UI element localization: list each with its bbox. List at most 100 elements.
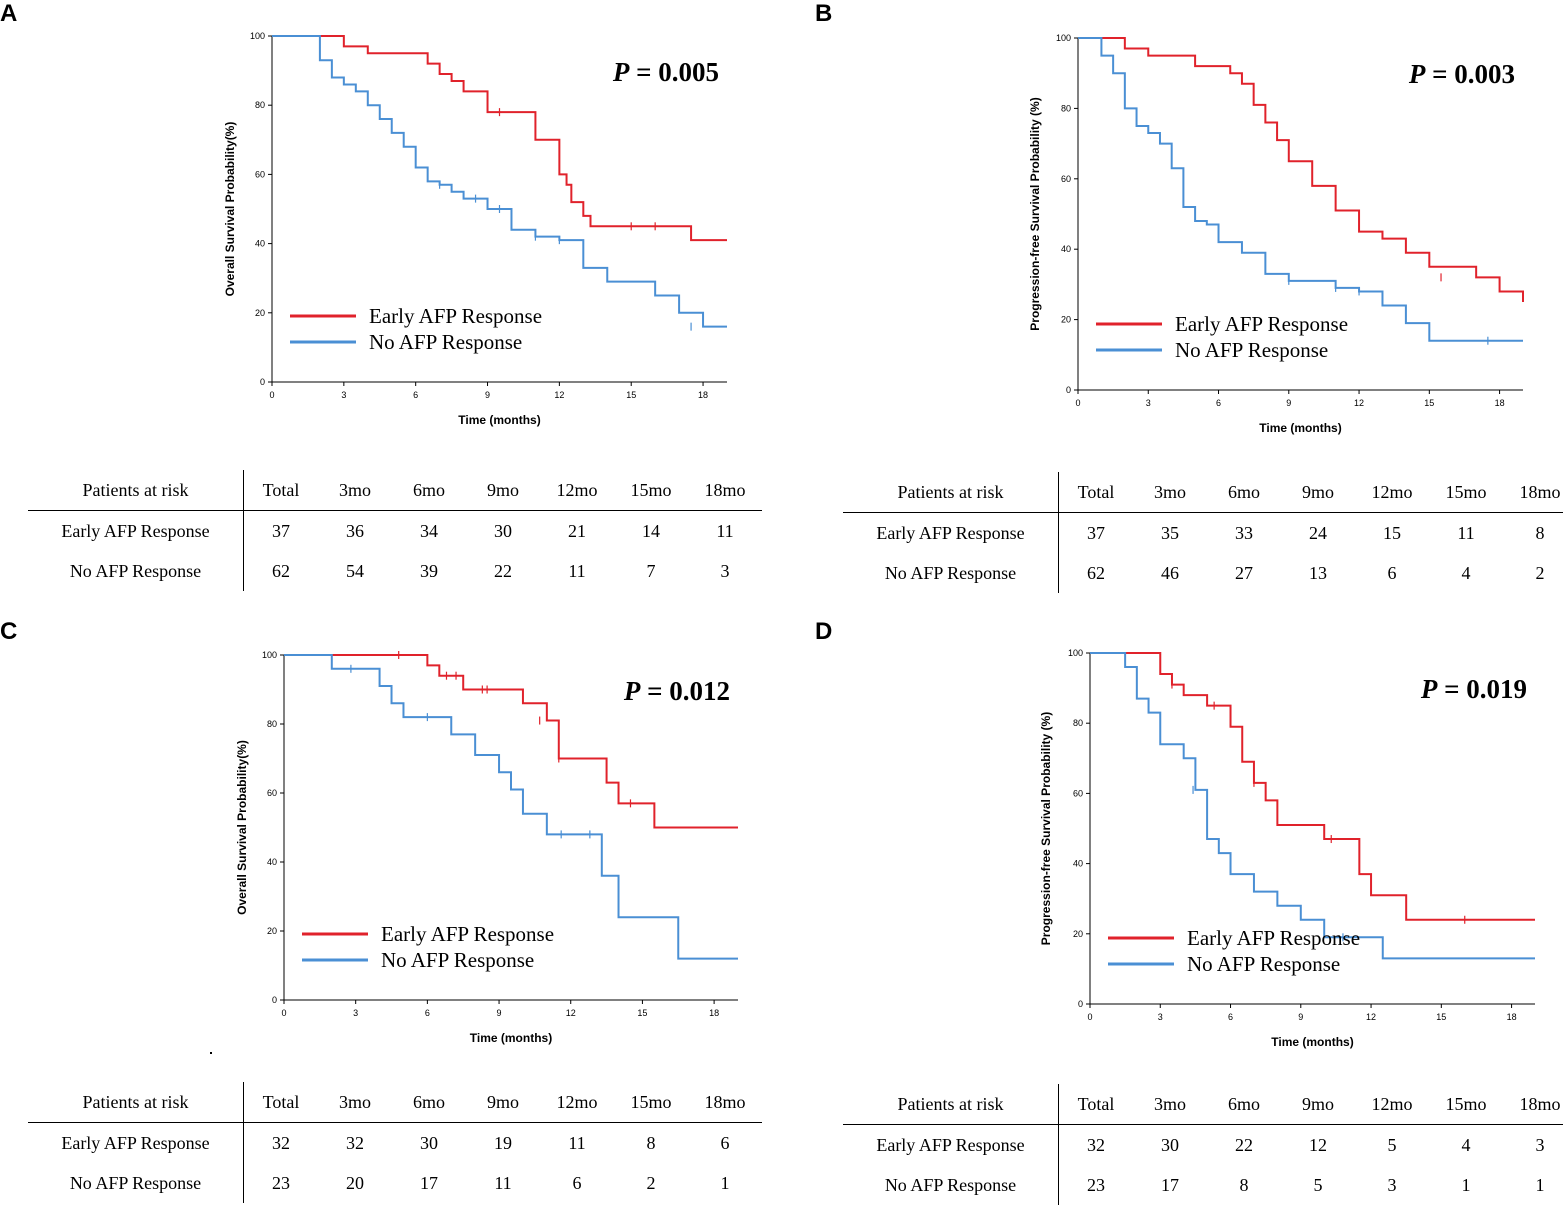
y-tick-label: 100 bbox=[1056, 33, 1071, 43]
risk-count: 36 bbox=[346, 520, 364, 541]
risk-count: 30 bbox=[494, 520, 512, 541]
risk-count: 3 bbox=[720, 560, 730, 581]
risk-header-col: 15mo bbox=[614, 470, 688, 511]
x-axis-label: Time (months) bbox=[1259, 421, 1341, 435]
risk-count: 17 bbox=[1161, 1174, 1179, 1195]
risk-row-label: No AFP Response bbox=[28, 1163, 244, 1203]
risk-header-col: 6mo bbox=[1207, 472, 1281, 513]
risk-count: 27 bbox=[1235, 562, 1253, 583]
y-tick-label: 40 bbox=[255, 239, 265, 249]
risk-header-col: 18mo bbox=[1503, 1084, 1563, 1125]
x-tick-label: 12 bbox=[566, 1008, 576, 1018]
x-axis-label: Time (months) bbox=[458, 413, 540, 427]
risk-count: 32 bbox=[346, 1132, 364, 1153]
risk-row-label: Early AFP Response bbox=[28, 1122, 244, 1163]
y-tick-label: 0 bbox=[1078, 999, 1083, 1009]
risk-count: 30 bbox=[420, 1132, 438, 1153]
risk-header-col: 12mo bbox=[1355, 1084, 1429, 1125]
risk-count: 24 bbox=[1309, 522, 1327, 543]
risk-header-label: Patients at risk bbox=[843, 472, 1059, 513]
x-tick-label: 18 bbox=[709, 1008, 719, 1018]
risk-count: 11 bbox=[1457, 522, 1475, 543]
x-tick-label: 6 bbox=[1228, 1012, 1233, 1022]
risk-count: 12 bbox=[1309, 1134, 1327, 1155]
risk-header-col: 9mo bbox=[1281, 472, 1355, 513]
p-value-number: = 0.019 bbox=[1437, 674, 1527, 704]
risk-count: 7 bbox=[646, 560, 656, 581]
km-plot: 0 20 40 60 80 100 0 3 6 9 12 15 18 Time (months) Progr… bbox=[1028, 33, 1524, 435]
legend-none-label: No AFP Response bbox=[369, 330, 522, 354]
risk-count: 21 bbox=[568, 520, 586, 541]
risk-count: 2 bbox=[1535, 562, 1545, 583]
no-response-curve bbox=[1078, 37, 1523, 342]
risk-row: Early AFP Response 32 32 30 19 11 8 6 bbox=[28, 1122, 762, 1163]
risk-header-col: Total bbox=[243, 1082, 318, 1123]
x-axis-label: Time (months) bbox=[470, 1031, 552, 1045]
risk-count: 11 bbox=[568, 560, 586, 581]
risk-count: 30 bbox=[1161, 1134, 1179, 1155]
risk-count: 8 bbox=[1239, 1174, 1249, 1195]
panel-letter: B bbox=[815, 0, 833, 27]
y-tick-label: 20 bbox=[255, 308, 265, 318]
risk-count: 15 bbox=[1383, 522, 1401, 543]
risk-header-col: 12mo bbox=[1355, 472, 1429, 513]
x-tick-label: 3 bbox=[353, 1008, 358, 1018]
x-tick-label: 9 bbox=[1286, 398, 1291, 408]
risk-count: 20 bbox=[346, 1172, 364, 1193]
risk-count: 39 bbox=[420, 560, 438, 581]
no-response-curve bbox=[284, 654, 738, 960]
km-plot: 0 20 40 60 80 100 0 3 6 9 12 15 18 Time (months) Overa… bbox=[223, 31, 727, 427]
p-value: P = 0.012 bbox=[623, 676, 730, 706]
x-tick-label: 18 bbox=[1495, 398, 1505, 408]
y-tick-label: 100 bbox=[262, 650, 277, 660]
early-response-curve bbox=[272, 35, 727, 242]
x-tick-label: 3 bbox=[1158, 1012, 1163, 1022]
x-tick-label: 15 bbox=[1436, 1012, 1446, 1022]
risk-row-label: No AFP Response bbox=[843, 1165, 1059, 1205]
x-tick-label: 0 bbox=[1087, 1012, 1092, 1022]
risk-header-col: Total bbox=[1058, 1084, 1133, 1125]
risk-count: 6 bbox=[720, 1132, 730, 1153]
risk-row: No AFP Response 62 54 39 22 11 7 3 bbox=[28, 551, 762, 591]
x-tick-label: 15 bbox=[626, 390, 636, 400]
x-tick-label: 18 bbox=[1507, 1012, 1517, 1022]
legend-early-label: Early AFP Response bbox=[369, 304, 542, 328]
x-tick-label: 3 bbox=[341, 390, 346, 400]
risk-row-label: No AFP Response bbox=[843, 553, 1059, 593]
risk-count: 33 bbox=[1235, 522, 1253, 543]
risk-count: 46 bbox=[1161, 562, 1179, 583]
x-tick-label: 6 bbox=[1216, 398, 1221, 408]
km-plot: 0 20 40 60 80 100 0 3 6 9 12 15 18 Time (months) Overa… bbox=[235, 650, 738, 1045]
y-tick-label: 80 bbox=[1073, 718, 1083, 728]
risk-count: 1 bbox=[1535, 1174, 1545, 1195]
x-tick-label: 15 bbox=[1424, 398, 1434, 408]
risk-row: Early AFP Response 37 35 33 24 15 11 8 bbox=[843, 512, 1563, 553]
risk-header-col: 12mo bbox=[540, 1082, 614, 1123]
risk-header-col: 6mo bbox=[392, 1082, 466, 1123]
x-tick-label: 9 bbox=[1298, 1012, 1303, 1022]
panel-c: C 0 20 40 60 80 100 0 3 6 9 12 15 18 Time (months) Ove… bbox=[0, 618, 781, 1216]
x-tick-label: 0 bbox=[281, 1008, 286, 1018]
early-response-curve bbox=[284, 654, 738, 829]
p-value-label: P bbox=[1408, 59, 1426, 89]
risk-header-col: 3mo bbox=[1133, 1084, 1207, 1125]
risk-count: 14 bbox=[642, 520, 660, 541]
y-axis-label: Progression-free Survival Probability (%… bbox=[1028, 97, 1042, 330]
risk-header-col: 9mo bbox=[466, 470, 540, 511]
risk-count: 19 bbox=[494, 1132, 512, 1153]
risk-count: 22 bbox=[1235, 1134, 1253, 1155]
p-value: P = 0.005 bbox=[612, 57, 719, 87]
y-tick-label: 40 bbox=[1073, 859, 1083, 869]
risk-count: 11 bbox=[494, 1172, 512, 1193]
x-tick-label: 9 bbox=[485, 390, 490, 400]
no-response-curve bbox=[272, 35, 727, 328]
risk-header-col: 18mo bbox=[1503, 472, 1563, 513]
risk-header-col: 15mo bbox=[1429, 472, 1503, 513]
y-tick-label: 0 bbox=[1066, 385, 1071, 395]
y-axis-label: Overall Survival Probability(%) bbox=[223, 122, 237, 297]
p-value: P = 0.003 bbox=[1408, 59, 1515, 89]
risk-count: 32 bbox=[1087, 1134, 1105, 1155]
risk-table: Patients at risk Total 3mo 6mo 9mo 12mo 15mo 18… bbox=[843, 1084, 1563, 1205]
y-tick-label: 60 bbox=[267, 788, 277, 798]
y-tick-label: 80 bbox=[267, 719, 277, 729]
